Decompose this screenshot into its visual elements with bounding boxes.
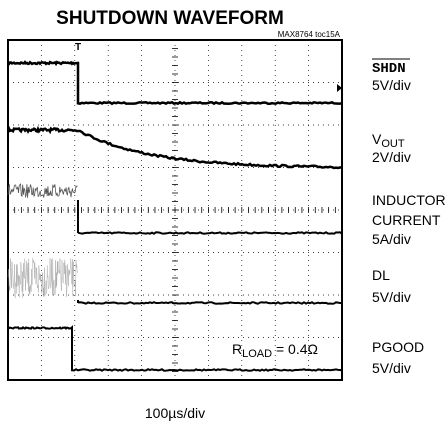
ch1-name: SHDN <box>372 61 406 77</box>
x-scale: 100µs/div <box>145 405 205 421</box>
trace <box>7 325 343 372</box>
scope-screen: T <box>6 39 343 381</box>
ch2-name: VOUT <box>372 131 405 150</box>
trace <box>77 200 343 235</box>
ch3-name2: CURRENT <box>372 212 441 228</box>
ch4-name: DL <box>372 267 390 283</box>
ch3-scale: 5A/div <box>372 231 411 247</box>
trace <box>77 300 343 305</box>
ch5-name: PGOOD <box>372 339 424 355</box>
trigger-marker: T <box>75 42 81 53</box>
ground-marker <box>337 84 342 92</box>
annotation-rest: = 0.4Ω <box>272 341 318 357</box>
ch3-name: INDUCTOR <box>372 192 446 208</box>
trace <box>6 60 343 106</box>
annotation-main: R <box>232 341 242 357</box>
ch2-main: V <box>372 131 382 147</box>
annotation: RLOAD = 0.4Ω <box>232 341 318 360</box>
trace <box>7 258 78 298</box>
ch2-scale: 2V/div <box>372 149 411 165</box>
figure-id: MAX8764 toc15A <box>278 30 341 39</box>
title: SHUTDOWN WAVEFORM <box>56 8 284 29</box>
ch2-sub: OUT <box>381 138 405 150</box>
trace <box>6 125 343 170</box>
ch5-scale: 5V/div <box>372 360 411 376</box>
trace <box>7 183 78 199</box>
annotation-sub: LOAD <box>242 348 272 360</box>
ch1-scale: 5V/div <box>372 77 411 93</box>
ch4-scale: 5V/div <box>372 289 411 305</box>
